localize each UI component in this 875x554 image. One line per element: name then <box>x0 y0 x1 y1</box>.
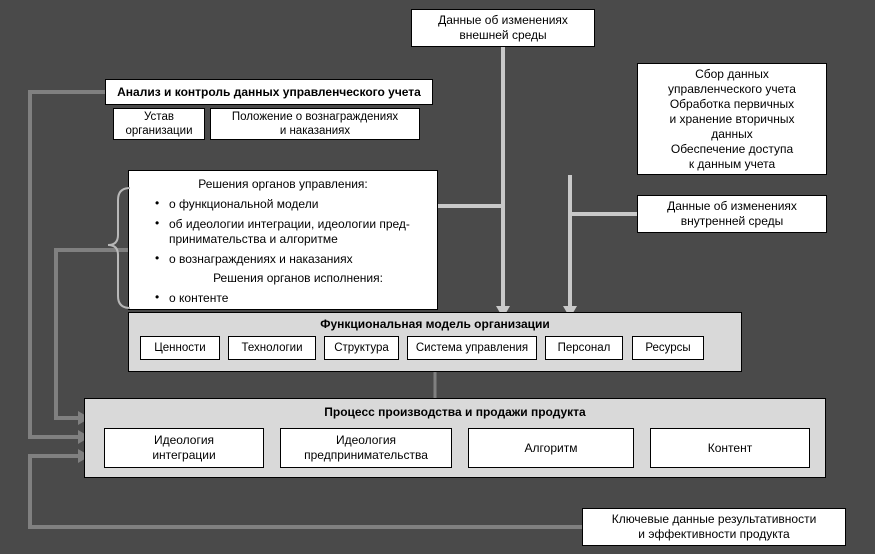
proc-item: Идеологияинтеграции <box>104 428 264 468</box>
proc-item-label: Контент <box>708 441 752 456</box>
box-int-env: Данные об измененияхвнутренней среды <box>637 195 827 233</box>
func-item: Ресурсы <box>632 336 704 360</box>
box-analysis-text: Анализ и контроль данных управленческого… <box>117 85 421 100</box>
func-item-label: Ресурсы <box>645 341 690 355</box>
func-item: Структура <box>324 336 399 360</box>
decisions-list-1: о функциональной моделиоб идеологии инте… <box>141 195 425 269</box>
decisions-header-1: Решения органов управления: <box>141 177 425 191</box>
func-item: Технологии <box>228 336 316 360</box>
box-charter: Уставорганизации <box>113 108 205 140</box>
box-results: Ключевые данные результативностии эффект… <box>582 508 846 546</box>
func-item: Персонал <box>545 336 623 360</box>
decisions-item: о вознаграждениях и наказаниях <box>155 250 425 270</box>
decisions-item: о функциональной модели <box>155 195 425 215</box>
panel-func-title: Функциональная модель организации <box>129 317 741 331</box>
arrow-analysis-loop <box>30 92 105 437</box>
box-collect: Сбор данныхуправленческого учетаОбработк… <box>637 63 827 175</box>
decisions-item: об идеологии интеграции, идеологии пред-… <box>155 215 425 250</box>
box-int-env-text: Данные об измененияхвнутренней среды <box>667 199 797 229</box>
func-item: Ценности <box>140 336 220 360</box>
box-charter-text: Уставорганизации <box>125 110 192 139</box>
arrow-decision-loop <box>56 250 128 418</box>
panel-proc-title: Процесс производства и продажи продукта <box>85 405 825 419</box>
func-item-label: Персонал <box>558 341 611 355</box>
func-item-label: Система управления <box>416 341 528 355</box>
box-results-text: Ключевые данные результативностии эффект… <box>612 512 817 542</box>
box-collect-text: Сбор данныхуправленческого учетаОбработк… <box>668 67 796 172</box>
func-item-label: Структура <box>334 341 389 355</box>
proc-item-label: Идеологияинтеграции <box>152 433 215 463</box>
box-reward: Положение о вознагражденияхи наказаниях <box>210 108 420 140</box>
func-item-label: Ценности <box>154 341 205 355</box>
box-ext-env: Данные об измененияхвнешней среды <box>411 9 595 47</box>
box-reward-text: Положение о вознагражденияхи наказаниях <box>232 110 398 139</box>
func-item: Система управления <box>407 336 537 360</box>
func-item-label: Технологии <box>241 341 302 355</box>
decisions-item: о контенте <box>155 289 425 309</box>
proc-item-label: Идеологияпредпринимательства <box>304 433 428 463</box>
proc-item: Идеологияпредпринимательства <box>280 428 452 468</box>
proc-item-label: Алгоритм <box>525 441 578 456</box>
decisions-header-2: Решения органов исполнения: <box>141 271 425 285</box>
proc-item: Алгоритм <box>468 428 634 468</box>
proc-item: Контент <box>650 428 810 468</box>
box-decisions: Решения органов управления: о функционал… <box>128 170 438 310</box>
box-ext-env-text: Данные об измененияхвнешней среды <box>438 13 568 43</box>
box-analysis: Анализ и контроль данных управленческого… <box>105 79 433 105</box>
diagram-canvas: Данные об измененияхвнешней среды Анализ… <box>0 0 875 554</box>
